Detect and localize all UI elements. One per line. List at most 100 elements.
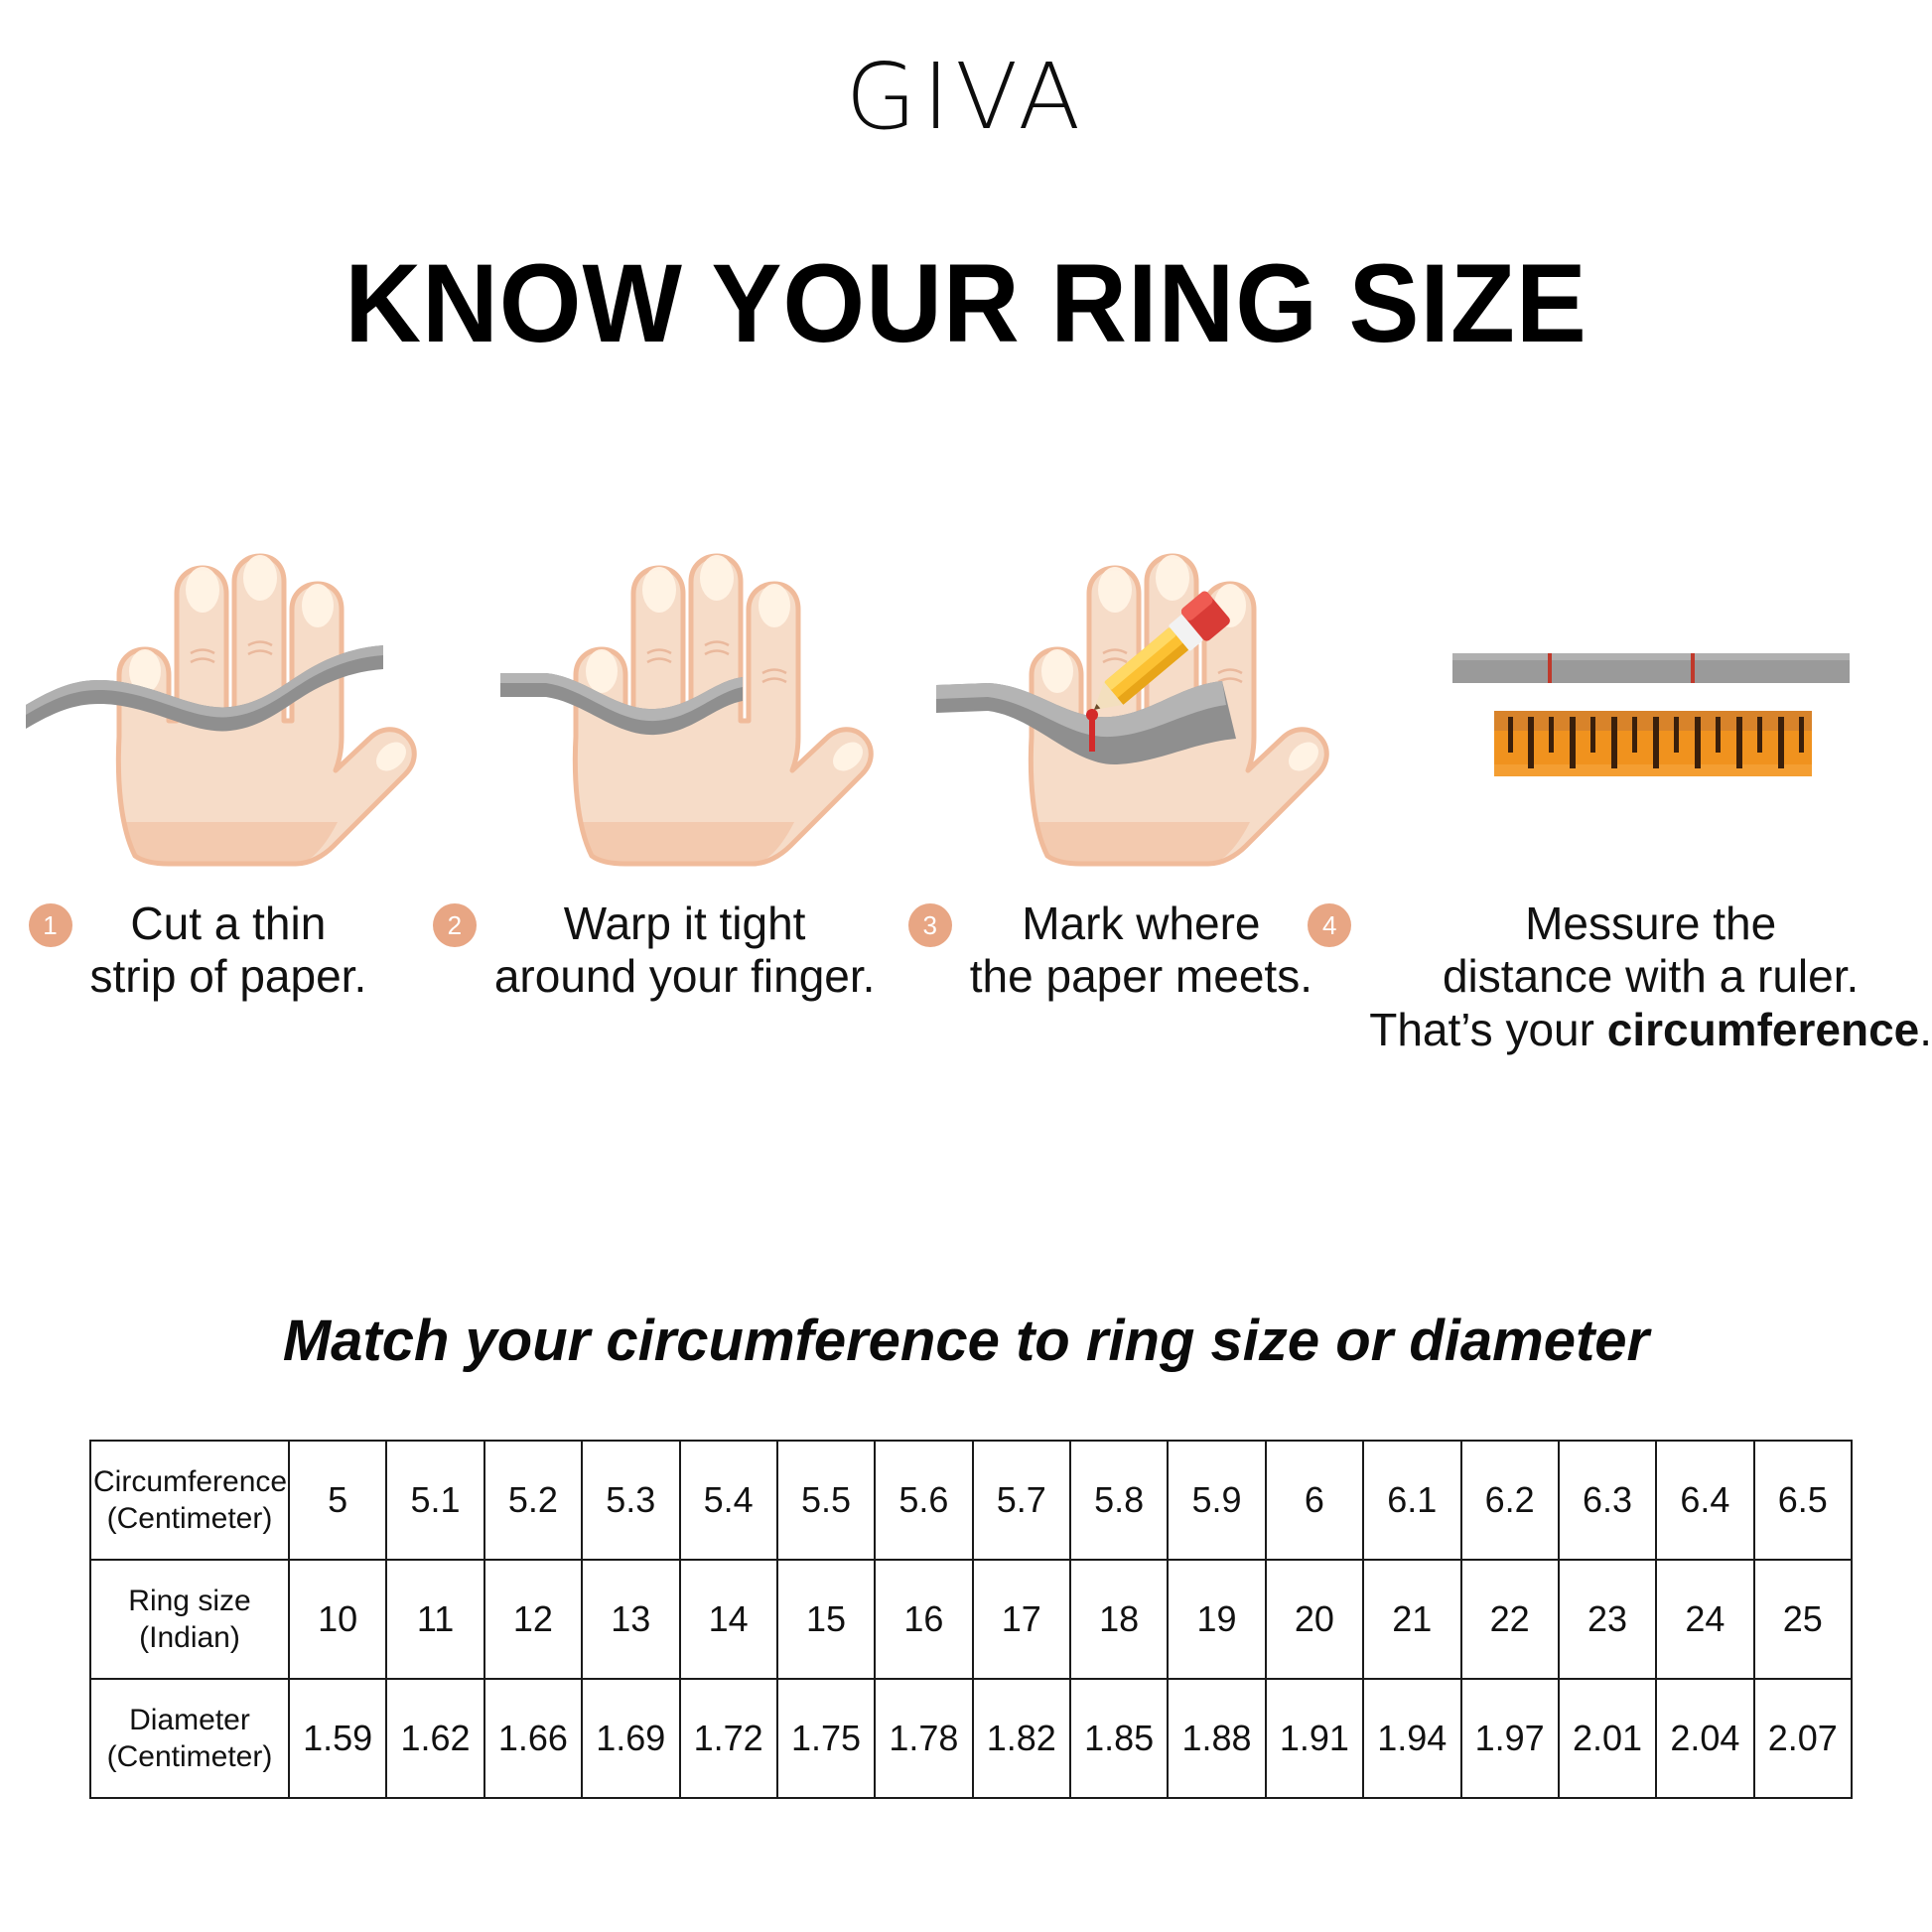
hand-shape: [572, 553, 874, 867]
cell-r1-c0: 10: [287, 1559, 388, 1680]
paper-strip-flat: [1451, 653, 1850, 683]
cell-r1-c12: 22: [1459, 1559, 1560, 1680]
row-label-0: Circumference (Centimeter): [89, 1440, 290, 1561]
step-1-caption: 1 Cut a thin strip of paper.: [28, 897, 367, 1004]
cell-r0-c14: 6.4: [1655, 1440, 1755, 1561]
step-4-line1: Messure the: [1525, 897, 1777, 949]
paper-strip: [499, 673, 743, 736]
step-2: 2 Warp it tight around your finger.: [432, 526, 913, 1142]
step-4-line2: distance with a ruler.: [1442, 950, 1860, 1003]
step-1: 1 Cut a thin strip of paper.: [0, 526, 457, 1142]
paper-strip: [936, 681, 1237, 765]
cell-r1-c10: 20: [1264, 1559, 1365, 1680]
cell-r0-c9: 5.9: [1167, 1440, 1267, 1561]
table-row: Diameter (Centimeter) 1.59 1.62 1.66 1.69 1.72…: [89, 1678, 1854, 1799]
step-1-line2: strip of paper.: [89, 950, 367, 1003]
page-title: KNOW YOUR RING SIZE: [345, 241, 1587, 365]
row-label-line1: Ring size: [128, 1584, 251, 1617]
cell-r0-c1: 5.1: [385, 1440, 485, 1561]
cell-r2-c3: 1.69: [581, 1678, 681, 1799]
row-label-1: Ring size (Indian): [89, 1559, 290, 1680]
step-3-caption: 3 Mark where the paper meets.: [907, 897, 1312, 1004]
hand-with-wrapped-strip-illustration: [477, 526, 894, 884]
step-4-caption-wrap: 4 Messure the distance with a ruler. Tha…: [1308, 884, 1932, 1056]
row-label-line1: Circumference: [93, 1464, 288, 1498]
cell-r2-c1: 1.62: [385, 1678, 485, 1799]
cell-r2-c11: 1.94: [1362, 1678, 1462, 1799]
step-3-line1: Mark where: [1022, 897, 1261, 949]
ruler-icon: [1493, 711, 1812, 776]
ring-size-table-body: Circumference (Centimeter) 5 5.1 5.2 5.3 5.4 5.…: [89, 1440, 1854, 1799]
cell-r0-c7: 5.7: [971, 1440, 1072, 1561]
cell-r1-c7: 17: [971, 1559, 1072, 1680]
row-label-line2: (Centimeter): [106, 1502, 273, 1535]
pencil-icon: [1094, 591, 1231, 711]
cell-r0-c12: 6.2: [1459, 1440, 1560, 1561]
cell-r0-c4: 5.4: [678, 1440, 778, 1561]
cell-r1-c6: 16: [874, 1559, 974, 1680]
cell-r1-c15: 25: [1752, 1559, 1854, 1680]
cell-r1-c4: 14: [678, 1559, 778, 1680]
cell-r1-c14: 24: [1655, 1559, 1755, 1680]
step-4-badge: 4: [1308, 903, 1352, 947]
cell-r0-c5: 5.5: [775, 1440, 877, 1561]
cell-r0-c2: 5.2: [483, 1440, 584, 1561]
step-1-badge: 1: [28, 903, 72, 947]
step-1-line1: Cut a thin: [130, 897, 327, 949]
cell-r2-c8: 1.85: [1068, 1678, 1170, 1799]
cell-r2-c6: 1.78: [874, 1678, 974, 1799]
step-3-caption-wrap: 3 Mark where the paper meets.: [907, 884, 1370, 1004]
hand-with-paper-strip-illustration: [20, 526, 437, 884]
step-3-line2: the paper meets.: [969, 950, 1312, 1003]
mark-line: [1089, 710, 1096, 752]
brand-logo: GIVA: [845, 44, 1087, 150]
ring-size-table: Circumference (Centimeter) 5 5.1 5.2 5.3 5.4 5.…: [89, 1440, 1854, 1799]
cell-r0-c8: 5.8: [1068, 1440, 1170, 1561]
cell-r1-c3: 13: [581, 1559, 681, 1680]
row-label-2: Diameter (Centimeter): [89, 1678, 290, 1799]
table-row: Ring size (Indian) 10 11 12 13 14 15 16 17 18 19 20 2…: [89, 1559, 1854, 1680]
table-title: Match your circumference to ring size or…: [282, 1309, 1650, 1373]
cell-r0-c15: 6.5: [1752, 1440, 1854, 1561]
step-4-line3-bold: circumference: [1606, 1003, 1920, 1055]
step-4-line3: That’s your circumference.: [1369, 1004, 1932, 1056]
cell-r2-c14: 2.04: [1655, 1678, 1755, 1799]
table-row: Circumference (Centimeter) 5 5.1 5.2 5.3 5.4 5.…: [89, 1440, 1854, 1561]
cell-r2-c13: 2.01: [1557, 1678, 1658, 1799]
steps-row: 1 Cut a thin strip of paper.: [0, 526, 1932, 1142]
cell-r2-c2: 1.66: [483, 1678, 584, 1799]
cell-r2-c4: 1.72: [678, 1678, 778, 1799]
row-label-line2: (Centimeter): [106, 1740, 273, 1773]
row-label-line2: (Indian): [139, 1621, 240, 1654]
cell-r1-c2: 12: [483, 1559, 584, 1680]
cell-r0-c10: 6: [1264, 1440, 1365, 1561]
step-4: 4 Messure the distance with a ruler. Tha…: [1308, 526, 1932, 1142]
cell-r2-c7: 1.82: [971, 1678, 1072, 1799]
cell-r1-c11: 21: [1362, 1559, 1462, 1680]
cell-r1-c13: 23: [1557, 1559, 1658, 1680]
step-2-caption: 2 Warp it tight around your finger.: [432, 897, 876, 1004]
paper-strip: [25, 645, 383, 732]
step-2-line1: Warp it tight: [563, 897, 806, 949]
hand-with-pencil-mark-illustration: [932, 526, 1349, 884]
step-4-caption: 4 Messure the distance with a ruler. Tha…: [1308, 897, 1932, 1056]
cell-r0-c13: 6.3: [1557, 1440, 1658, 1561]
step-2-line2: around your finger.: [493, 950, 876, 1003]
cell-r0-c0: 5: [287, 1440, 388, 1561]
cell-r2-c0: 1.59: [287, 1678, 388, 1799]
cell-r0-c3: 5.3: [581, 1440, 681, 1561]
mark-dot: [1086, 709, 1099, 721]
step-2-badge: 2: [432, 903, 477, 947]
cell-r1-c9: 19: [1167, 1559, 1267, 1680]
step-3: 3 Mark where the paper meets.: [907, 526, 1370, 1142]
row-label-line1: Diameter: [129, 1703, 250, 1736]
cell-r2-c5: 1.75: [775, 1678, 877, 1799]
step-2-caption-wrap: 2 Warp it tight around your finger.: [432, 884, 913, 1004]
cell-r1-c5: 15: [775, 1559, 877, 1680]
step-4-line3-suffix: .: [1919, 1003, 1932, 1055]
cell-r1-c8: 18: [1068, 1559, 1170, 1680]
step-4-line3-prefix: That’s your: [1369, 1003, 1607, 1055]
cell-r1-c1: 11: [385, 1559, 485, 1680]
cell-r2-c12: 1.97: [1459, 1678, 1560, 1799]
